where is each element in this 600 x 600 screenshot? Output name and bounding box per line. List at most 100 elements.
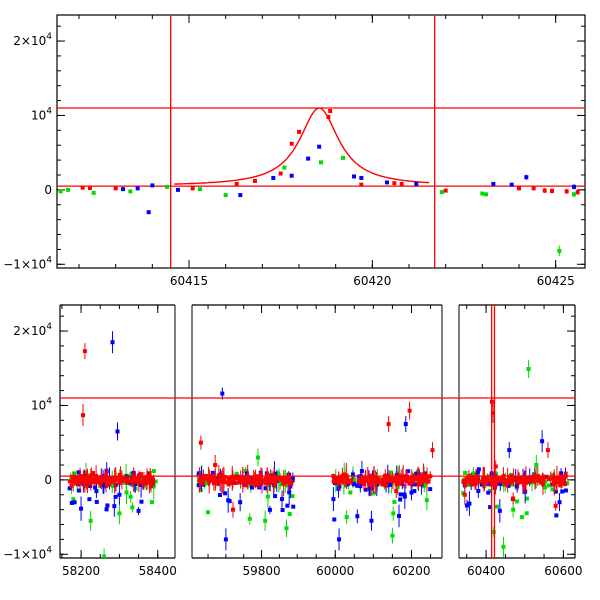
data-point bbox=[524, 175, 529, 180]
data-point bbox=[345, 476, 350, 481]
data-point bbox=[343, 479, 348, 484]
data-point bbox=[397, 513, 402, 518]
data-point bbox=[138, 479, 143, 484]
data-point bbox=[149, 500, 154, 505]
data-point bbox=[352, 174, 356, 179]
data-point bbox=[243, 468, 248, 473]
data-point bbox=[198, 488, 203, 493]
data-point bbox=[253, 178, 257, 183]
bottom-panel: 58200 58400 59800 60000 60200 60400 60600 −1×10… bbox=[3, 304, 582, 578]
data-point bbox=[69, 483, 74, 488]
data-point bbox=[525, 480, 530, 485]
data-point bbox=[553, 489, 558, 494]
data-point bbox=[543, 485, 548, 490]
data-point bbox=[475, 470, 480, 475]
data-point bbox=[572, 184, 576, 189]
data-point bbox=[530, 478, 535, 483]
data-point bbox=[268, 478, 273, 483]
data-point bbox=[198, 440, 203, 445]
y-tick-label: 0 bbox=[44, 183, 52, 197]
data-point bbox=[196, 483, 201, 488]
data-point bbox=[137, 476, 142, 481]
data-point bbox=[263, 476, 268, 481]
data-point bbox=[117, 492, 122, 497]
data-point bbox=[493, 483, 498, 488]
data-point bbox=[485, 475, 490, 480]
data-point bbox=[135, 186, 140, 191]
data-point bbox=[151, 479, 156, 484]
data-point bbox=[405, 469, 410, 474]
data-point bbox=[104, 507, 109, 512]
data-point bbox=[540, 481, 545, 486]
data-point bbox=[109, 479, 114, 484]
data-point bbox=[494, 504, 499, 509]
y-tick-label-base: 10 bbox=[31, 398, 46, 412]
data-point bbox=[226, 482, 231, 487]
data-point bbox=[250, 485, 255, 490]
data-point bbox=[402, 494, 407, 499]
data-point bbox=[349, 478, 354, 483]
data-point bbox=[117, 481, 122, 486]
data-point bbox=[523, 477, 528, 482]
data-point bbox=[138, 472, 143, 477]
data-point bbox=[504, 481, 509, 486]
data-point bbox=[150, 183, 155, 188]
data-point bbox=[253, 483, 258, 488]
data-point bbox=[373, 480, 378, 485]
data-point bbox=[491, 410, 496, 415]
data-point bbox=[406, 476, 411, 481]
data-point bbox=[414, 471, 419, 476]
data-point bbox=[380, 482, 385, 487]
data-point bbox=[244, 483, 249, 488]
data-point bbox=[237, 477, 242, 482]
data-point bbox=[352, 482, 357, 487]
data-point bbox=[488, 505, 493, 510]
data-point bbox=[554, 513, 559, 518]
data-point bbox=[356, 479, 361, 484]
data-point bbox=[331, 497, 336, 502]
data-point bbox=[107, 482, 112, 487]
data-point bbox=[515, 483, 520, 488]
data-point bbox=[428, 487, 433, 492]
data-point bbox=[148, 475, 153, 480]
data-point bbox=[345, 482, 350, 487]
data-point bbox=[277, 477, 282, 482]
data-point bbox=[491, 181, 496, 186]
data-point bbox=[558, 483, 563, 488]
data-point bbox=[410, 480, 415, 485]
data-point bbox=[91, 190, 96, 195]
data-point bbox=[522, 484, 527, 489]
data-point bbox=[365, 476, 370, 481]
data-point bbox=[113, 475, 118, 480]
x-tick-label: 60400 bbox=[467, 564, 505, 578]
data-point bbox=[443, 188, 448, 193]
data-point bbox=[519, 479, 524, 484]
data-point bbox=[426, 479, 431, 484]
data-point bbox=[151, 484, 156, 489]
data-point bbox=[390, 533, 395, 538]
y-tick-label: 104 bbox=[31, 396, 52, 412]
data-point bbox=[477, 479, 482, 484]
data-point bbox=[165, 184, 169, 189]
data-point bbox=[234, 181, 239, 186]
data-point bbox=[190, 186, 195, 191]
data-point bbox=[80, 185, 85, 190]
data-point bbox=[290, 475, 295, 480]
data-point bbox=[421, 472, 426, 477]
data-point bbox=[128, 189, 133, 194]
data-point bbox=[113, 186, 118, 191]
data-point bbox=[265, 473, 270, 478]
y-tick-label: 0 bbox=[44, 473, 52, 487]
data-point bbox=[93, 485, 98, 490]
data-point bbox=[82, 475, 87, 480]
data-point bbox=[413, 482, 418, 487]
data-point bbox=[355, 514, 360, 519]
data-point bbox=[113, 494, 118, 499]
data-point bbox=[529, 475, 534, 480]
plot-frame bbox=[56, 14, 586, 269]
data-point bbox=[475, 477, 480, 482]
data-point bbox=[66, 187, 70, 192]
data-point bbox=[115, 429, 120, 434]
data-point bbox=[176, 187, 180, 192]
data-point bbox=[234, 480, 239, 485]
